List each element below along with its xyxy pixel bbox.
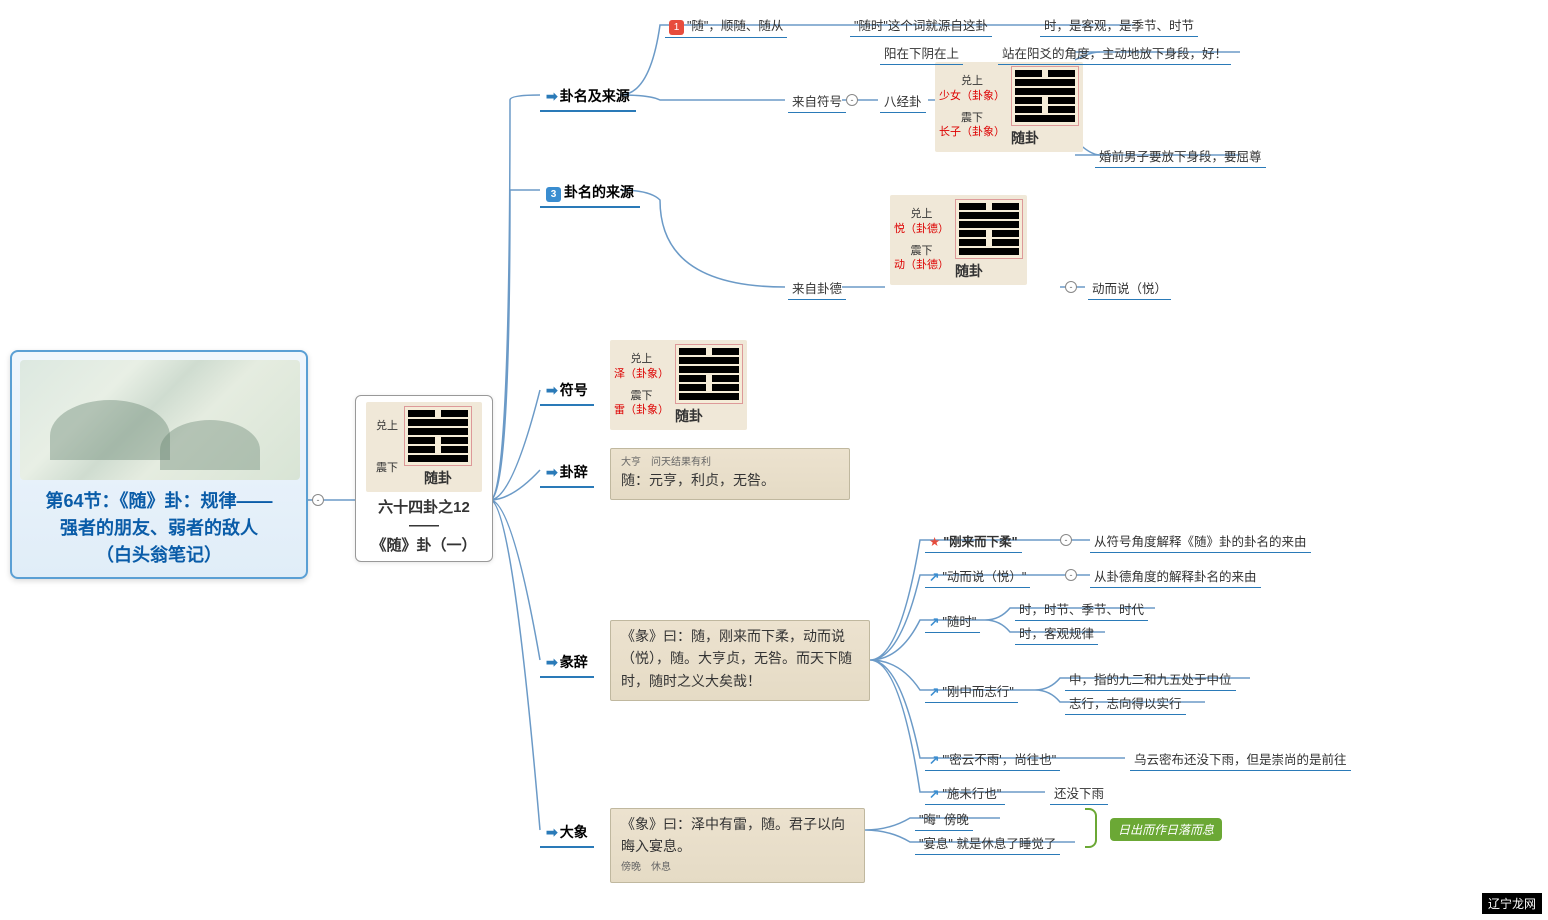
branch-guaci[interactable]: ➡卦辞 bbox=[540, 460, 594, 488]
center-node: 兑上 震下 随卦 六十四卦之12——《随》卦（一） bbox=[355, 395, 493, 562]
marriage-note: 婚前男子要放下身段，要屈尊 bbox=[1095, 145, 1266, 168]
center-title: 六十四卦之12——《随》卦（一） bbox=[366, 496, 482, 555]
tuan-r6d: 还没下雨 bbox=[1050, 782, 1108, 805]
toggle-r1[interactable]: - bbox=[1060, 534, 1072, 546]
from-symbol: 来自符号 bbox=[788, 90, 846, 113]
daxiang-r2: "宴息" 就是休息了睡觉了 bbox=[915, 832, 1060, 855]
watermark: 辽宁龙网 bbox=[1482, 893, 1542, 914]
symbol-hexagram-card: 兑上泽（卦象） 震下雷（卦象） 随卦 bbox=[610, 340, 747, 430]
bajinggua: 八经卦 bbox=[880, 90, 926, 113]
toggle-root[interactable]: - bbox=[312, 494, 324, 506]
branch-symbol[interactable]: ➡符号 bbox=[540, 378, 594, 406]
hexagram-symbol-card: 兑上少女（卦象） 震下长子（卦象） 随卦 bbox=[935, 62, 1083, 152]
shi-meaning: 时，是客观，是季节、时节 bbox=[1040, 14, 1198, 37]
hexagram-sui bbox=[404, 406, 472, 466]
tuan-r3a: 时，时节、季节、时代 bbox=[1015, 598, 1148, 621]
tuan-r6: ↗"施未行也" bbox=[925, 782, 1005, 805]
tuan-r4b: 志行，志向得以实行 bbox=[1065, 692, 1186, 715]
branch-name-source[interactable]: 3卦名的来源 bbox=[540, 180, 640, 208]
tuan-r3b: 时，客观规律 bbox=[1015, 622, 1098, 645]
suishi-origin: "随时"这个词就源自这卦 bbox=[850, 14, 992, 37]
sui-meaning: 1"随"，顺随、随从 bbox=[665, 14, 787, 38]
branch-daxiang[interactable]: ➡大象 bbox=[540, 820, 594, 848]
branch-tuanci[interactable]: ➡彖辞 bbox=[540, 650, 594, 678]
green-tag: 日出而作日落而息 bbox=[1110, 818, 1222, 841]
guaci-quote: 大亨 问天结果有利 随：元亨，利贞，无咎。 bbox=[610, 448, 850, 500]
tuan-r5d: 乌云密布还没下雨，但是崇尚的是前往 bbox=[1130, 748, 1351, 771]
from-virtue: 来自卦德 bbox=[788, 277, 846, 300]
brace bbox=[1085, 808, 1097, 848]
tuan-r3: ↗"随时" bbox=[925, 610, 980, 633]
tuan-r2d: 从卦德角度的解释卦名的来由 bbox=[1090, 565, 1261, 588]
tuan-r1d: 从符号角度解释《随》卦的卦名的来由 bbox=[1090, 530, 1311, 553]
yang-below: 阳在下阴在上 bbox=[880, 42, 963, 65]
toggle-virtue[interactable]: - bbox=[1065, 281, 1077, 293]
daxiang-quote: 《象》曰：泽中有雷，随。君子以向晦入宴息。 傍晚 休息 bbox=[610, 808, 865, 883]
stance-note: 站在阳爻的角度，主动地放下身段，好！ bbox=[998, 42, 1231, 65]
center-hexagram: 兑上 震下 随卦 bbox=[366, 402, 482, 492]
tuan-r4a: 中，指的九二和九五处于中位 bbox=[1065, 668, 1236, 691]
dong-er-yue: 动而说（悦） bbox=[1088, 277, 1171, 300]
tuan-r4: ↗"刚中而志行" bbox=[925, 680, 1018, 703]
tuan-r2: ↗"动而说（悦）" bbox=[925, 565, 1030, 588]
daxiang-r1: "晦" 傍晚 bbox=[915, 808, 973, 831]
branch-name-origin[interactable]: ➡卦名及来源 bbox=[540, 84, 636, 112]
hexagram-virtue-card: 兑上悦（卦德） 震下动（卦德） 随卦 bbox=[890, 195, 1027, 285]
tuanci-quote: 《彖》曰：随，刚来而下柔，动而说（悦），随。大亨贞，无咎。而天下随时，随时之义大… bbox=[610, 620, 870, 701]
toggle-r2[interactable]: - bbox=[1065, 569, 1077, 581]
tuan-r5: ↗"'密云不雨'，尚往也" bbox=[925, 748, 1060, 771]
root-node: 第64节：《随》卦：规律—— 强者的朋友、弱者的敌人 （白头翁笔记） bbox=[10, 350, 308, 579]
root-image bbox=[20, 360, 300, 480]
tuan-r1: ★"刚来而下柔" bbox=[925, 530, 1022, 553]
root-title: 第64节：《随》卦：规律—— 强者的朋友、弱者的敌人 （白头翁笔记） bbox=[20, 488, 298, 569]
toggle-symbol[interactable]: - bbox=[846, 94, 858, 106]
